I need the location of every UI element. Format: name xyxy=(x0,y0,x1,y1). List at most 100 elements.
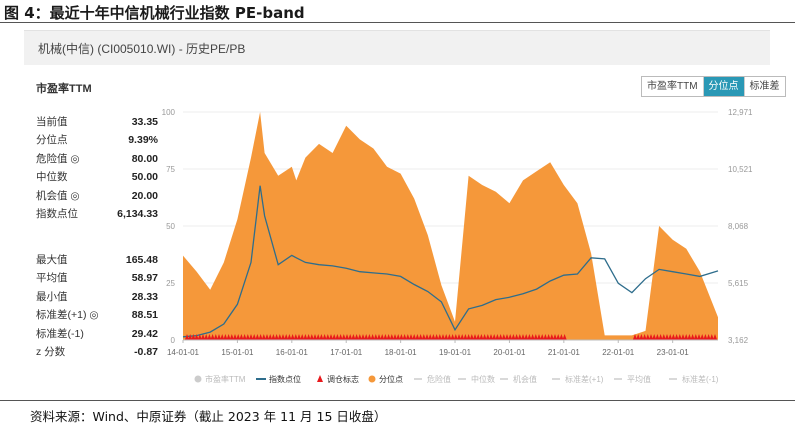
x-tick-label: 22-01-01 xyxy=(602,348,635,357)
stat-value: 80.00 xyxy=(131,152,158,165)
rebalance-marker xyxy=(194,334,199,340)
stat-row: 当前值 33.35 xyxy=(36,113,158,131)
rebalance-marker xyxy=(389,334,394,340)
legend-item[interactable]: 标准差(+1) xyxy=(552,374,604,384)
stat-value: 9.39% xyxy=(128,134,158,147)
rebalance-marker xyxy=(524,334,529,340)
rebalance-marker xyxy=(210,334,215,340)
stat-value: 33.35 xyxy=(131,116,158,128)
stat-row: 最大值 165.48 xyxy=(36,251,158,269)
rebalance-marker xyxy=(373,334,378,340)
header-title: 机械(中信) (CI005010.WI) - 历史PE/PB xyxy=(38,42,246,56)
legend-item[interactable]: 调仓标志 xyxy=(317,374,359,384)
pe-band-chart: 0 25 50 75 100 3,162 5,615 8,068 10,521 12,971 14-… xyxy=(162,108,753,384)
rebalance-marker xyxy=(530,334,535,340)
rebalance-marker xyxy=(668,334,673,340)
rebalance-marker xyxy=(677,334,682,340)
rebalance-marker xyxy=(498,334,503,340)
pe-ttm-button[interactable]: 市盈率TTM xyxy=(642,77,704,96)
stat-row: 标准差(-1) 29.42 xyxy=(36,325,158,343)
header-bar: 机械(中信) (CI005010.WI) - 历史PE/PB xyxy=(24,30,770,65)
rebalance-marker xyxy=(517,334,522,340)
rebalance-marker xyxy=(466,334,471,340)
rebalance-marker xyxy=(562,334,567,340)
rebalance-marker xyxy=(293,334,298,340)
rebalance-marker xyxy=(559,334,564,340)
rebalance-marker xyxy=(684,334,689,340)
rebalance-marker xyxy=(239,334,244,340)
rebalance-marker xyxy=(472,334,478,340)
stat-label: 最小值 xyxy=(36,290,68,303)
stat-row: z 分数 -0.87 xyxy=(36,343,158,361)
legend-item[interactable]: 机会值 xyxy=(500,374,537,384)
legend: 市盈率TTM 指数点位 调仓标志 分位点 危险值 中位数 机会值 标准差(+1) 平均值 标准差(… xyxy=(194,374,719,384)
rebalance-marker xyxy=(671,334,676,340)
rebalance-marker xyxy=(652,334,657,340)
rebalance-marker xyxy=(648,334,654,340)
y-left-tick-label: 75 xyxy=(166,165,175,174)
rebalance-marker xyxy=(440,334,446,340)
rebalance-marker xyxy=(453,334,458,340)
rebalance-marker xyxy=(495,334,500,340)
stat-value: 29.42 xyxy=(131,327,158,340)
rebalance-marker xyxy=(533,334,538,340)
figure-title: 图 4：最近十年中信机械行业指数 PE-band xyxy=(4,4,305,22)
x-tick-label: 15-01-01 xyxy=(221,348,254,357)
rebalance-marker xyxy=(655,334,660,340)
rebalance-marker xyxy=(447,334,452,340)
rebalance-marker xyxy=(687,334,692,340)
stat-label: 中位数 xyxy=(36,171,68,184)
stat-row[interactable]: 标准差(+1) ◎ 88.51 xyxy=(36,306,158,324)
rebalance-marker xyxy=(424,334,430,340)
percentile-button[interactable]: 分位点 xyxy=(703,77,745,96)
legend-item[interactable]: 平均值 xyxy=(614,374,651,384)
y-left-tick-label: 25 xyxy=(166,279,175,288)
bottom-rule xyxy=(0,400,795,401)
stat-value: -0.87 xyxy=(134,345,158,358)
rebalance-marker xyxy=(264,334,270,340)
rebalance-marker xyxy=(287,334,292,340)
index-line-layer xyxy=(182,185,719,338)
y-right-tick-label: 3,162 xyxy=(728,336,749,345)
legend-dot xyxy=(194,375,202,383)
rebalance-marker xyxy=(296,334,302,340)
stat-value: 165.48 xyxy=(125,254,158,266)
y-right-tick-label: 12,971 xyxy=(728,108,753,117)
legend-label: 标准差(-1) xyxy=(682,374,719,384)
rebalance-marker xyxy=(216,334,222,340)
legend-item[interactable]: 标准差(-1) xyxy=(669,374,719,384)
rebalance-marker xyxy=(693,334,698,340)
rebalance-marker xyxy=(223,334,228,340)
rebalance-marker xyxy=(460,334,465,340)
stat-row[interactable]: 危险值 ◎ 80.00 xyxy=(36,150,158,168)
rebalance-marker xyxy=(332,334,337,340)
legend-dot xyxy=(368,375,376,383)
rebalance-marker xyxy=(344,334,350,340)
rebalance-marker xyxy=(354,334,359,340)
legend-label: 市盈率TTM xyxy=(205,374,246,384)
rebalance-markers xyxy=(184,334,718,340)
legend-item[interactable]: 指数点位 xyxy=(256,374,301,384)
rebalance-marker xyxy=(696,334,702,340)
legend-label: 分位点 xyxy=(379,374,403,384)
rebalance-marker xyxy=(376,334,382,340)
rebalance-marker xyxy=(351,334,356,340)
rebalance-marker xyxy=(536,334,542,340)
legend-item[interactable]: 中位数 xyxy=(458,374,495,384)
std-dev-button[interactable]: 标准差 xyxy=(744,77,785,96)
section-title: 市盈率TTM xyxy=(36,83,92,95)
x-tick-label: 16-01-01 xyxy=(276,348,309,357)
legend-item[interactable]: 危险值 xyxy=(414,374,451,384)
stat-row[interactable]: 机会值 ◎ 20.00 xyxy=(36,187,158,205)
index-line xyxy=(182,185,719,338)
stat-value: 58.97 xyxy=(131,272,158,285)
rebalance-marker xyxy=(274,334,279,340)
rebalance-marker xyxy=(236,334,241,340)
legend-item[interactable]: 市盈率TTM xyxy=(194,374,246,384)
legend-item[interactable]: 分位点 xyxy=(368,374,404,384)
rebalance-marker xyxy=(504,334,510,340)
rebalance-marker xyxy=(674,334,679,340)
percentile-area-layer xyxy=(183,112,718,340)
rebalance-marker xyxy=(418,334,423,340)
rebalance-marker xyxy=(396,334,401,340)
